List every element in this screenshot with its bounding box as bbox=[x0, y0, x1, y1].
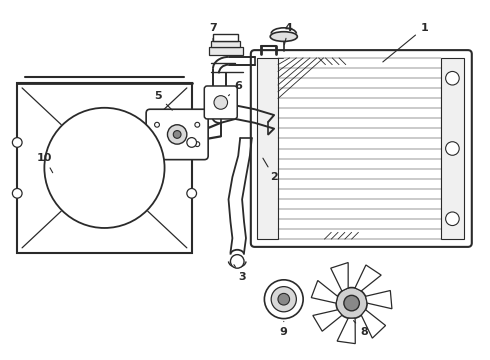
Text: 3: 3 bbox=[234, 265, 246, 282]
Circle shape bbox=[265, 280, 303, 319]
Text: 10: 10 bbox=[37, 153, 53, 173]
Circle shape bbox=[45, 108, 165, 228]
Polygon shape bbox=[311, 280, 338, 303]
Circle shape bbox=[168, 125, 187, 144]
Bar bbox=[211, 41, 240, 47]
Text: 6: 6 bbox=[228, 81, 242, 96]
Circle shape bbox=[278, 293, 290, 305]
Circle shape bbox=[214, 96, 227, 109]
Circle shape bbox=[154, 142, 159, 147]
Circle shape bbox=[445, 142, 459, 155]
FancyBboxPatch shape bbox=[17, 83, 192, 253]
Circle shape bbox=[445, 212, 459, 226]
Polygon shape bbox=[337, 318, 355, 344]
Circle shape bbox=[12, 189, 22, 198]
Circle shape bbox=[173, 131, 181, 138]
Bar bbox=[209, 47, 243, 55]
Text: 2: 2 bbox=[263, 158, 278, 182]
Circle shape bbox=[336, 288, 367, 319]
Circle shape bbox=[445, 71, 459, 85]
Circle shape bbox=[187, 189, 196, 198]
Circle shape bbox=[195, 122, 200, 127]
Circle shape bbox=[271, 287, 296, 312]
Text: 9: 9 bbox=[280, 321, 288, 337]
Circle shape bbox=[12, 138, 22, 147]
Text: 5: 5 bbox=[154, 91, 172, 110]
Circle shape bbox=[230, 255, 244, 268]
FancyBboxPatch shape bbox=[204, 86, 237, 119]
Text: 7: 7 bbox=[209, 23, 217, 41]
Text: 8: 8 bbox=[353, 321, 368, 337]
FancyBboxPatch shape bbox=[146, 109, 208, 159]
Polygon shape bbox=[366, 291, 392, 309]
Polygon shape bbox=[313, 310, 342, 331]
FancyBboxPatch shape bbox=[251, 50, 472, 247]
Text: 4: 4 bbox=[284, 23, 293, 45]
Polygon shape bbox=[331, 262, 348, 291]
Bar bbox=[213, 33, 238, 41]
Ellipse shape bbox=[270, 32, 297, 41]
Circle shape bbox=[187, 138, 196, 147]
Circle shape bbox=[154, 122, 159, 127]
Circle shape bbox=[195, 142, 200, 147]
Polygon shape bbox=[361, 310, 386, 338]
Bar bbox=[441, 58, 464, 239]
Text: 1: 1 bbox=[383, 23, 428, 62]
Bar bbox=[257, 58, 278, 239]
Polygon shape bbox=[355, 265, 381, 291]
Circle shape bbox=[344, 295, 359, 311]
